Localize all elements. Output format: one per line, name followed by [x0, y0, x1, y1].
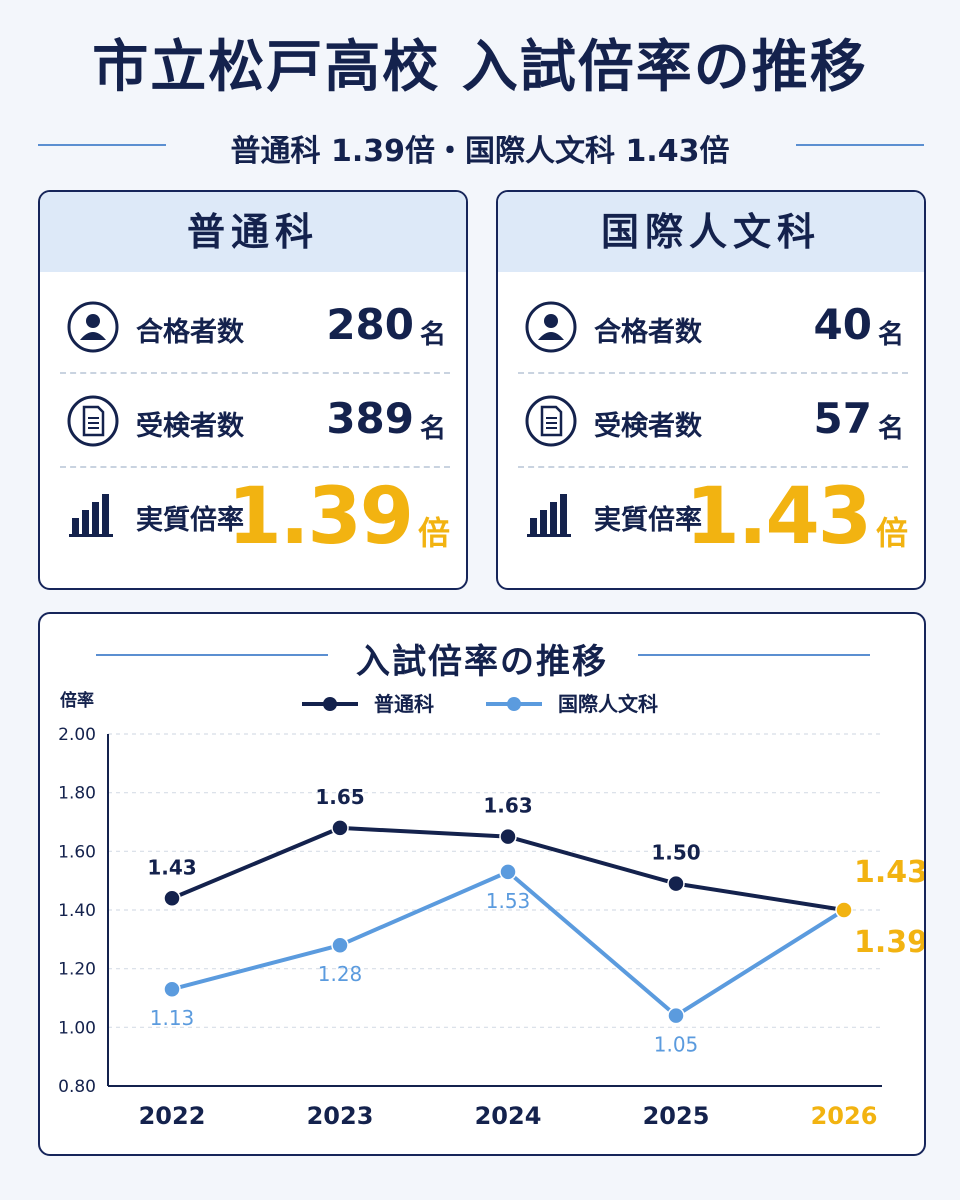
- row-unit: 名: [419, 320, 446, 350]
- card-title: 普通科: [40, 192, 466, 272]
- x-tick-label: 2025: [643, 1102, 710, 1130]
- row-ratio: 実質倍率 1.43 倍: [518, 468, 908, 562]
- legend-label: 国際人文科: [558, 692, 658, 716]
- row-value: 40: [813, 300, 872, 349]
- legend-marker: [323, 697, 337, 711]
- data-point: [331, 936, 349, 954]
- data-label: 1.39: [854, 925, 924, 960]
- data-label: 1.05: [654, 1033, 699, 1057]
- data-label: 1.63: [483, 794, 532, 818]
- data-label: 1.53: [486, 889, 531, 913]
- bar-chart-icon: [69, 494, 113, 537]
- row-label: 合格者数: [136, 317, 244, 348]
- row-label: 受検者数: [594, 411, 702, 442]
- data-point: [667, 874, 685, 893]
- row-examinees: 受検者数 57 名: [518, 374, 908, 468]
- ratio-unit: 倍: [417, 514, 450, 552]
- ratio-value: 1.39: [227, 472, 414, 562]
- y-tick-label: 1.40: [58, 901, 96, 921]
- data-point: [163, 889, 181, 908]
- y-tick-label: 1.80: [58, 784, 96, 804]
- chart-title: 入試倍率の推移: [356, 642, 608, 682]
- page-title: 市立松戸高校 入試倍率の推移: [92, 35, 868, 100]
- person-icon: [67, 301, 119, 353]
- row-value: 280: [326, 300, 414, 349]
- card-title: 国際人文科: [498, 192, 924, 272]
- chart-title-left-rule: [96, 654, 328, 656]
- person-icon: [525, 301, 577, 353]
- y-axis-label: 倍率: [60, 690, 94, 711]
- row-value: 57: [813, 394, 872, 443]
- line-chart: 倍率 普通科 国際人文科 2.00 1.80 1.60 1.40 1.20 1.00 0.80 20…: [58, 690, 924, 1130]
- row-passed: 合格者数 280 名: [60, 280, 450, 374]
- chart-title-right-rule: [638, 654, 870, 656]
- document-icon: [67, 395, 119, 447]
- document-icon: [525, 395, 577, 447]
- y-tick-label: 0.80: [58, 1077, 96, 1097]
- ratio-value: 1.43: [685, 472, 872, 562]
- data-label: 1.43: [147, 855, 196, 879]
- y-tick-label: 1.00: [58, 1018, 96, 1038]
- data-label: 1.28: [318, 962, 363, 986]
- data-point: [163, 980, 181, 998]
- x-tick-label: 2026: [811, 1102, 878, 1130]
- row-label: 受検者数: [136, 411, 244, 442]
- row-examinees: 受検者数 389 名: [60, 374, 450, 468]
- row-unit: 名: [877, 320, 904, 350]
- y-tick-label: 2.00: [58, 725, 96, 745]
- legend-marker: [507, 697, 521, 711]
- x-tick-label: 2022: [139, 1102, 206, 1130]
- row-label: 実質倍率: [594, 505, 702, 536]
- subtitle-row: 普通科 1.39倍・国際人文科 1.43倍: [0, 120, 960, 170]
- data-point: [331, 819, 349, 837]
- row-unit: 名: [419, 414, 446, 444]
- data-point: [835, 901, 853, 919]
- data-label: 1.65: [315, 785, 364, 809]
- row-label: 合格者数: [594, 317, 702, 348]
- data-point: [499, 863, 517, 881]
- x-tick-label: 2024: [475, 1102, 542, 1130]
- row-unit: 名: [877, 414, 904, 444]
- data-point: [667, 1006, 685, 1025]
- ratio-unit: 倍: [875, 514, 908, 552]
- subtitle-left-rule: [38, 144, 166, 146]
- legend-label: 普通科: [374, 692, 434, 716]
- y-tick-label: 1.20: [58, 960, 96, 980]
- card-kokusai: 国際人文科 合格者数 40 名 受検者数 57 名 実質倍率 1: [496, 190, 926, 590]
- bar-chart-icon: [527, 494, 571, 537]
- row-label: 実質倍率: [136, 505, 244, 536]
- chart-card: 入試倍率の推移 倍率 普通科 国際人文科 2.00 1.80 1.60 1.40 1.20 1.…: [38, 612, 926, 1156]
- row-passed: 合格者数 40 名: [518, 280, 908, 374]
- row-value: 389: [326, 394, 414, 443]
- x-tick-label: 2023: [307, 1102, 374, 1130]
- card-futsuka: 普通科 合格者数 280 名 受検者数 389 名 実質倍率 1: [38, 190, 468, 590]
- y-tick-label: 1.60: [58, 842, 96, 862]
- data-point: [499, 827, 517, 846]
- data-label: 1.13: [150, 1006, 195, 1030]
- data-label: 1.43: [854, 855, 924, 890]
- row-ratio: 実質倍率 1.39 倍: [60, 468, 450, 562]
- data-label: 1.50: [651, 841, 700, 865]
- subtitle-right-rule: [796, 144, 924, 146]
- page-subtitle: 普通科 1.39倍・国際人文科 1.43倍: [230, 134, 730, 169]
